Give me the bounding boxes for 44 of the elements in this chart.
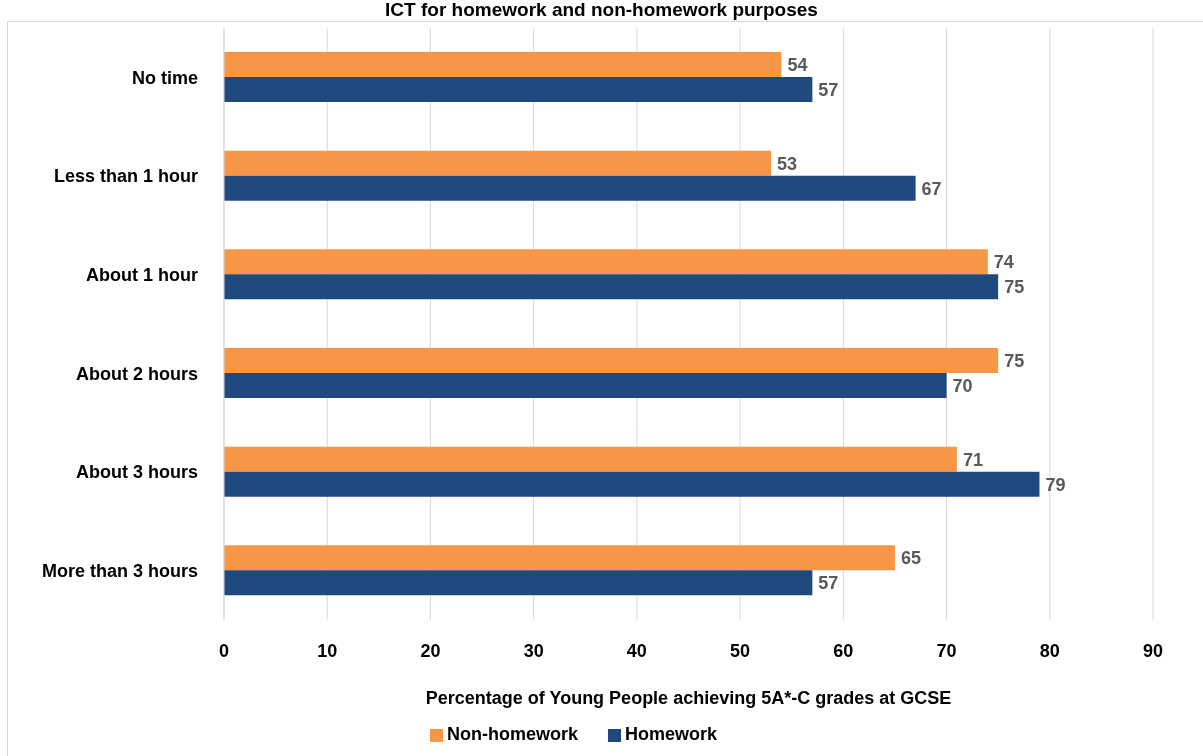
bar xyxy=(224,545,895,571)
data-label: 57 xyxy=(818,573,839,594)
bar xyxy=(224,77,813,102)
data-label: 79 xyxy=(1045,474,1066,495)
y-tick-label: About 1 hour xyxy=(86,265,198,286)
x-tick-label: 40 xyxy=(626,640,647,661)
data-label: 57 xyxy=(818,79,839,100)
bar xyxy=(224,373,947,398)
x-tick-label: 30 xyxy=(523,640,544,661)
bar xyxy=(224,471,1040,497)
x-tick-label: 80 xyxy=(1039,640,1060,661)
bar xyxy=(224,150,772,176)
y-tick-label: Less than 1 hour xyxy=(53,166,198,187)
data-label: 71 xyxy=(962,449,983,470)
x-tick-label: 20 xyxy=(420,640,441,661)
bar xyxy=(224,348,999,373)
bar xyxy=(224,446,957,472)
data-label: 53 xyxy=(777,153,798,174)
data-label: 75 xyxy=(1004,277,1025,298)
y-tick-label: More than 3 hours xyxy=(41,561,198,582)
y-tick-label: About 3 hours xyxy=(76,462,198,483)
y-tick-label: About 2 hours xyxy=(76,363,198,384)
legend-label: Homework xyxy=(624,724,718,744)
chart-title: ICT for homework and non-homework purposes xyxy=(384,0,819,20)
x-tick-label: 50 xyxy=(730,640,751,661)
legend-label: Non-homework xyxy=(446,724,578,744)
x-axis-title: Percentage of Young People achieving 5A*-C grades at GCSE xyxy=(425,688,952,708)
bar xyxy=(224,274,999,300)
x-tick-label: 10 xyxy=(317,640,338,661)
x-tick-label: 70 xyxy=(936,640,957,661)
y-tick-label: No time xyxy=(131,67,198,88)
bar xyxy=(224,175,916,201)
data-label: 54 xyxy=(787,54,808,75)
x-tick-label: 60 xyxy=(833,640,854,661)
bar xyxy=(224,249,988,275)
bar xyxy=(224,52,782,77)
x-tick-label: 0 xyxy=(218,640,230,661)
data-label: 65 xyxy=(900,548,921,569)
data-label: 70 xyxy=(952,375,973,396)
bar xyxy=(224,570,813,596)
x-tick-label: 90 xyxy=(1142,640,1164,661)
data-label: 75 xyxy=(1004,350,1025,371)
data-label: 67 xyxy=(921,178,942,199)
data-label: 74 xyxy=(993,252,1014,273)
